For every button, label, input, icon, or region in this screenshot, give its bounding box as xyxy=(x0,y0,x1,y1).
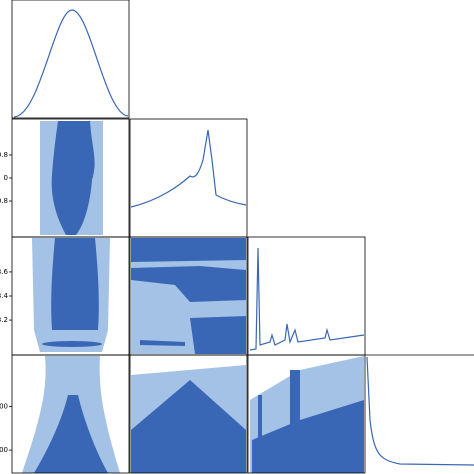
y-tick-label: 3.4 xyxy=(0,292,9,300)
contour-dark xyxy=(131,380,246,473)
axes-frame xyxy=(11,0,130,119)
marginal-curve xyxy=(130,129,247,208)
marginal-curves xyxy=(13,9,474,466)
y-tick-label: 100 xyxy=(0,446,8,454)
marginal-curve xyxy=(366,356,474,466)
contour-dark xyxy=(131,238,246,354)
contour-dark xyxy=(42,341,102,347)
contour-dark xyxy=(51,238,99,330)
marginal-curve xyxy=(13,9,129,118)
density-contours xyxy=(22,121,364,473)
contour-dark xyxy=(51,121,95,235)
y-tick-label: 3.2 xyxy=(0,316,8,324)
y-tick-label: 0 xyxy=(4,174,8,182)
y-tick-label: -0.8 xyxy=(0,197,8,205)
y-tick-label: 300 xyxy=(0,402,8,410)
contour-dark xyxy=(34,395,108,473)
axes-frame xyxy=(129,354,248,474)
y-tick-label: 0.8 xyxy=(0,151,8,159)
marginal-curve xyxy=(249,247,365,351)
contour-dark xyxy=(252,370,364,473)
y-tick-label: 3.6 xyxy=(0,268,9,276)
axes-frame xyxy=(11,354,130,474)
axes-frame xyxy=(247,354,366,474)
